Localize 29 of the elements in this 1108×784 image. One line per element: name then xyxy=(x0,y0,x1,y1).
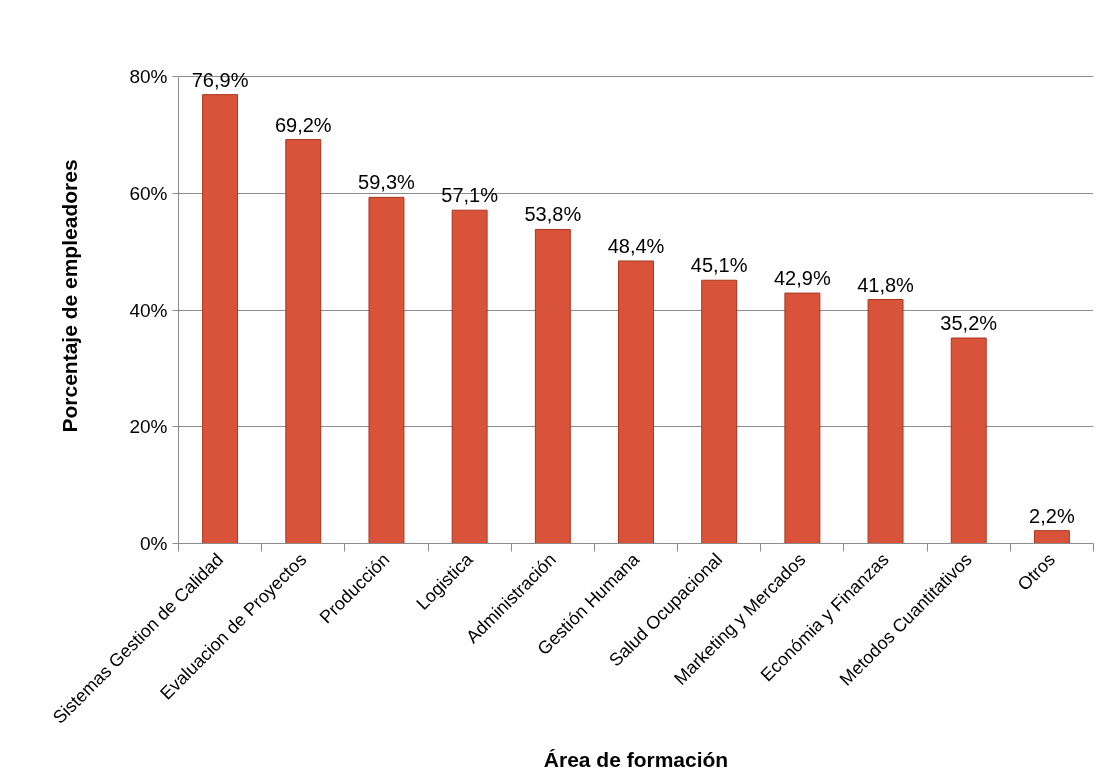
y-tick-label: 20% xyxy=(129,416,168,438)
data-label: 57,1% xyxy=(441,184,499,207)
y-tick-label: 60% xyxy=(129,182,168,204)
y-tick-label: 80% xyxy=(129,66,168,88)
data-label: 76,9% xyxy=(191,68,249,91)
y-tick-label: 0% xyxy=(140,533,168,554)
data-label: 48,4% xyxy=(607,234,665,257)
y-tick-label: 40% xyxy=(129,299,168,321)
bar xyxy=(368,196,405,544)
data-label: 2,2% xyxy=(1029,504,1075,527)
bar xyxy=(451,209,488,544)
y-axis-title: Porcentaje de empleadores xyxy=(58,159,82,433)
data-label: 69,2% xyxy=(274,113,332,136)
bar xyxy=(1033,530,1070,544)
data-label: 35,2% xyxy=(940,312,998,335)
data-label: 59,3% xyxy=(358,171,416,194)
x-axis-title: Área de formación xyxy=(543,747,729,771)
bar xyxy=(285,139,322,544)
bar xyxy=(701,279,738,544)
data-label: 41,8% xyxy=(857,273,915,296)
bar xyxy=(950,337,987,544)
bar xyxy=(618,260,654,544)
bar xyxy=(534,228,571,544)
bar xyxy=(867,299,904,544)
bar xyxy=(202,94,239,544)
data-label: 45,1% xyxy=(690,254,748,277)
data-label: 42,9% xyxy=(774,267,831,290)
bar xyxy=(784,292,821,544)
data-label: 53,8% xyxy=(524,203,582,226)
